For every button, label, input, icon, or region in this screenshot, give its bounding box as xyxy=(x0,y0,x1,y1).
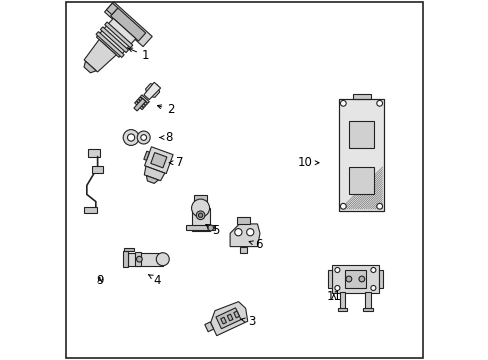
Text: 2: 2 xyxy=(157,103,174,116)
Bar xyxy=(87,149,101,157)
Polygon shape xyxy=(150,153,166,168)
Circle shape xyxy=(234,229,242,236)
Circle shape xyxy=(198,213,203,217)
Circle shape xyxy=(137,131,150,144)
Circle shape xyxy=(334,285,339,291)
Polygon shape xyxy=(237,217,250,224)
Text: 11: 11 xyxy=(325,291,341,303)
Polygon shape xyxy=(216,308,241,329)
Polygon shape xyxy=(127,253,163,266)
Polygon shape xyxy=(96,32,124,58)
Circle shape xyxy=(156,253,169,266)
Text: 6: 6 xyxy=(248,238,262,251)
Circle shape xyxy=(207,225,213,231)
Bar xyxy=(327,270,331,288)
Polygon shape xyxy=(106,3,118,15)
Text: 10: 10 xyxy=(297,156,318,169)
Bar xyxy=(337,308,347,311)
Polygon shape xyxy=(227,314,232,321)
Bar xyxy=(131,135,145,140)
Text: 4: 4 xyxy=(148,274,161,287)
Polygon shape xyxy=(191,208,209,231)
Polygon shape xyxy=(144,166,164,181)
Text: 7: 7 xyxy=(169,156,183,169)
Polygon shape xyxy=(144,147,173,174)
Polygon shape xyxy=(124,248,134,251)
Polygon shape xyxy=(146,176,158,184)
Bar xyxy=(352,94,370,99)
Polygon shape xyxy=(240,247,247,253)
Text: 3: 3 xyxy=(241,315,255,328)
Circle shape xyxy=(340,100,346,106)
Circle shape xyxy=(196,211,204,220)
Text: 9: 9 xyxy=(96,274,103,287)
Circle shape xyxy=(334,267,339,273)
Polygon shape xyxy=(110,8,145,41)
Bar xyxy=(338,99,383,211)
Bar xyxy=(344,270,366,288)
Bar xyxy=(348,167,373,194)
Polygon shape xyxy=(123,251,127,267)
Polygon shape xyxy=(104,22,133,48)
Circle shape xyxy=(136,256,142,262)
Circle shape xyxy=(370,267,375,273)
Polygon shape xyxy=(134,98,145,111)
Polygon shape xyxy=(100,27,128,53)
Polygon shape xyxy=(96,18,136,57)
Circle shape xyxy=(340,203,346,209)
Circle shape xyxy=(141,135,146,140)
Circle shape xyxy=(376,100,382,106)
Bar xyxy=(84,207,97,213)
Text: 5: 5 xyxy=(205,224,219,237)
Text: 1: 1 xyxy=(128,48,149,62)
Bar xyxy=(378,270,382,288)
Polygon shape xyxy=(230,224,260,247)
Bar xyxy=(348,121,373,148)
Polygon shape xyxy=(186,225,215,230)
Circle shape xyxy=(246,229,253,236)
Circle shape xyxy=(191,199,209,217)
Polygon shape xyxy=(210,302,247,336)
Polygon shape xyxy=(194,195,206,201)
Polygon shape xyxy=(140,95,149,103)
Polygon shape xyxy=(136,99,145,108)
Circle shape xyxy=(346,276,351,282)
Circle shape xyxy=(127,134,134,141)
Polygon shape xyxy=(135,252,141,266)
Bar xyxy=(340,292,345,310)
Polygon shape xyxy=(143,151,149,160)
Circle shape xyxy=(370,285,375,291)
Polygon shape xyxy=(233,311,239,318)
Polygon shape xyxy=(104,2,152,47)
Text: 8: 8 xyxy=(159,131,172,144)
Polygon shape xyxy=(84,40,116,72)
Bar xyxy=(92,166,103,173)
Circle shape xyxy=(376,203,382,209)
Circle shape xyxy=(123,130,139,145)
Bar xyxy=(338,99,383,211)
Polygon shape xyxy=(134,101,143,110)
Polygon shape xyxy=(145,84,159,97)
Polygon shape xyxy=(84,61,96,73)
Polygon shape xyxy=(220,317,226,324)
Polygon shape xyxy=(138,97,147,105)
Bar xyxy=(365,292,370,310)
Circle shape xyxy=(358,276,364,282)
Polygon shape xyxy=(143,82,160,100)
Polygon shape xyxy=(204,322,213,332)
Bar xyxy=(363,308,372,311)
Bar xyxy=(331,265,378,293)
